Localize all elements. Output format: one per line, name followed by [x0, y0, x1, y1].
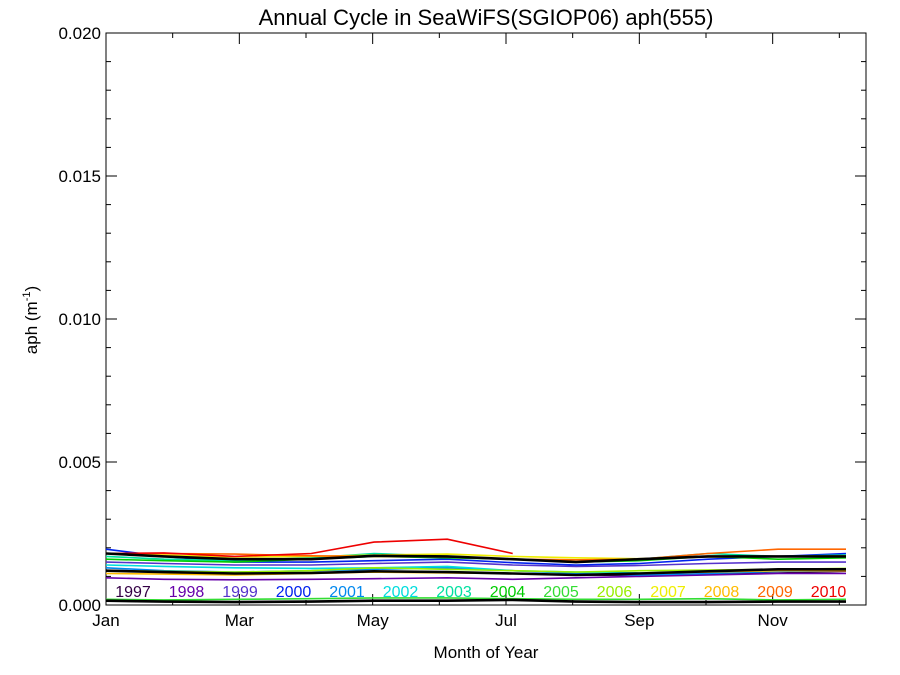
series-line-1998	[105, 572, 846, 581]
series-line-1999	[105, 561, 846, 568]
legend-item-2003: 2003	[436, 584, 472, 601]
legend-item-2005: 2005	[543, 584, 579, 601]
legend-item-2006: 2006	[597, 584, 633, 601]
series-line-2005	[105, 597, 847, 601]
x-tick-label: Jan	[92, 611, 119, 630]
x-tick-label: May	[357, 611, 390, 630]
plot-frame	[105, 32, 867, 606]
chart-title: Annual Cycle in SeaWiFS(SGIOP06) aph(555…	[259, 5, 714, 30]
legend-item-2008: 2008	[704, 584, 740, 601]
series-layer	[105, 538, 847, 604]
series-line-mean-14	[105, 552, 846, 564]
y-tick-label: 0.000	[58, 596, 101, 615]
legend-item-1998: 1998	[169, 584, 205, 601]
y-tick-label: 0.020	[58, 24, 101, 43]
legend-item-2007: 2007	[650, 584, 686, 601]
x-axis-label: Month of Year	[434, 643, 539, 662]
legend-item-1999: 1999	[222, 584, 258, 601]
legend: 1997 1998 1999 2000 2001 2002 2003 2004 2005 2006…	[115, 584, 846, 601]
legend-item-2009: 2009	[757, 584, 793, 601]
series-line-2010	[105, 538, 513, 558]
series-line-mean-15	[105, 567, 846, 577]
legend-item-2000: 2000	[276, 584, 312, 601]
series-line-mean-16	[105, 598, 846, 604]
x-tick-label: Jul	[495, 611, 517, 630]
legend-item-2001: 2001	[329, 584, 365, 601]
y-axis-label-main: aph (m	[22, 301, 41, 354]
y-axis-label-suffix: )	[22, 286, 41, 292]
axes: Jan Mar May Jul Sep Nov 0.000 0.005 0.010 0.015 0.…	[58, 24, 867, 630]
legend-item-1997: 1997	[115, 584, 151, 601]
y-axis-label: aph (m-1)	[21, 286, 41, 354]
legend-item-2004: 2004	[490, 584, 526, 601]
x-tick-label: Sep	[624, 611, 654, 630]
x-tick-label: Mar	[225, 611, 255, 630]
legend-item-2002: 2002	[383, 584, 419, 601]
y-axis-label-sup: -1	[21, 291, 33, 301]
legend-item-2010: 2010	[811, 584, 847, 601]
x-tick-label: Nov	[758, 611, 789, 630]
y-tick-label: 0.010	[58, 310, 101, 329]
y-tick-label: 0.005	[58, 453, 101, 472]
y-tick-label: 0.015	[58, 167, 101, 186]
